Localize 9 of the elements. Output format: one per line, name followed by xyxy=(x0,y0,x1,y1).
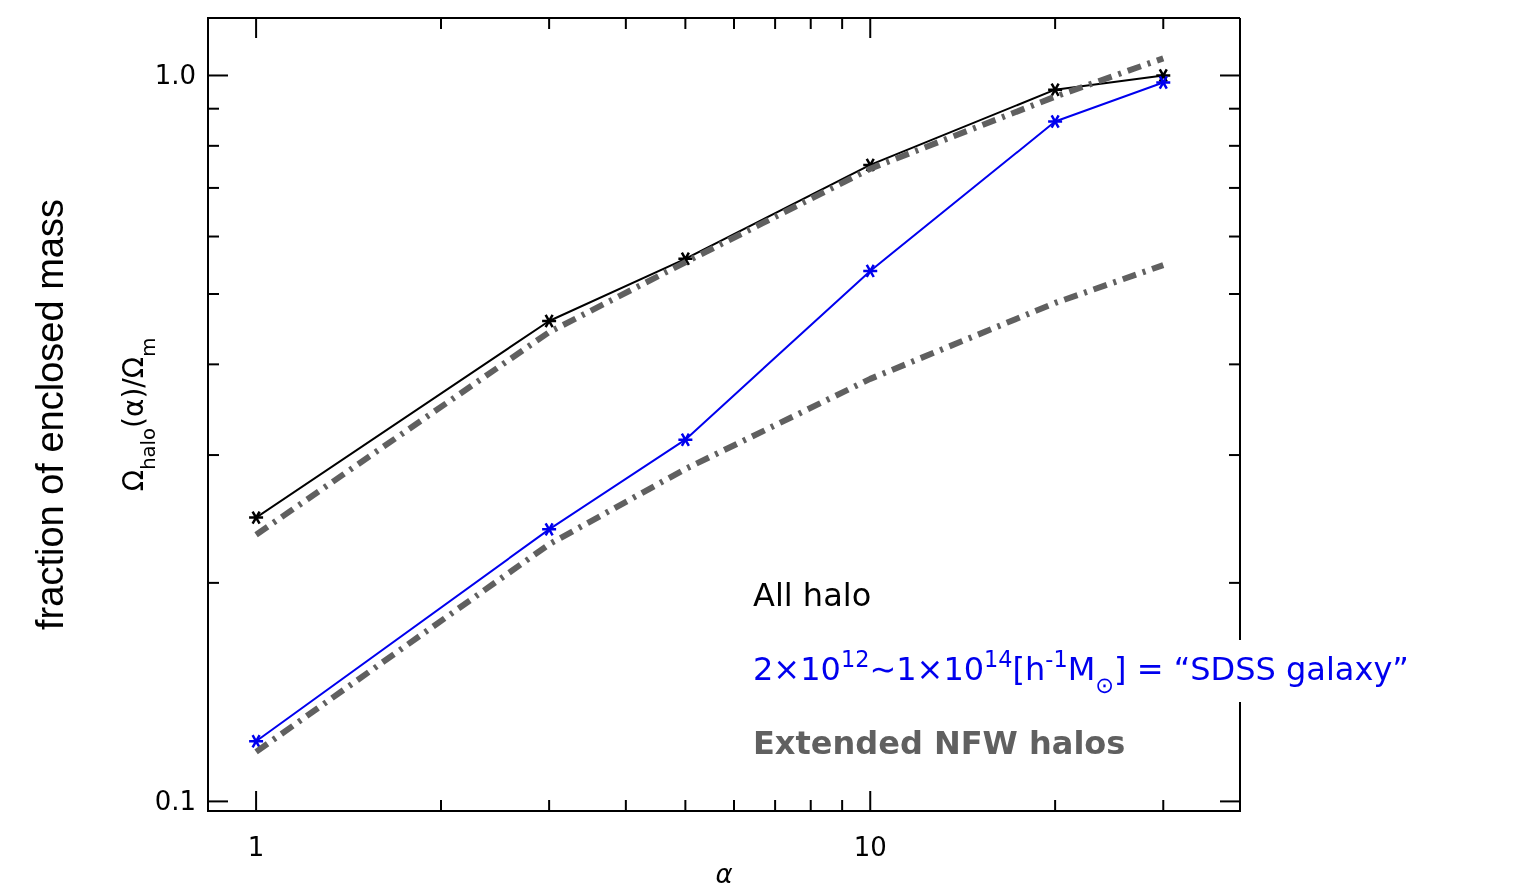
x-tick-label: 10 xyxy=(853,832,887,862)
x-tick-label: 1 xyxy=(247,832,265,862)
x-axis-title: α xyxy=(715,859,733,889)
text: 2×10$^{12}$∼1×10$^{14}$[h$^{-1}$M$_{⊙}$] = “SDSS galaxy” xyxy=(753,646,1409,698)
text: fraction of enclosed mass xyxy=(29,199,71,630)
y-tick-label: 1.0 xyxy=(154,60,196,91)
y-tick-label: 0.1 xyxy=(154,786,196,817)
text: Extended NFW halos xyxy=(753,724,1126,762)
text: All halo xyxy=(753,576,872,614)
